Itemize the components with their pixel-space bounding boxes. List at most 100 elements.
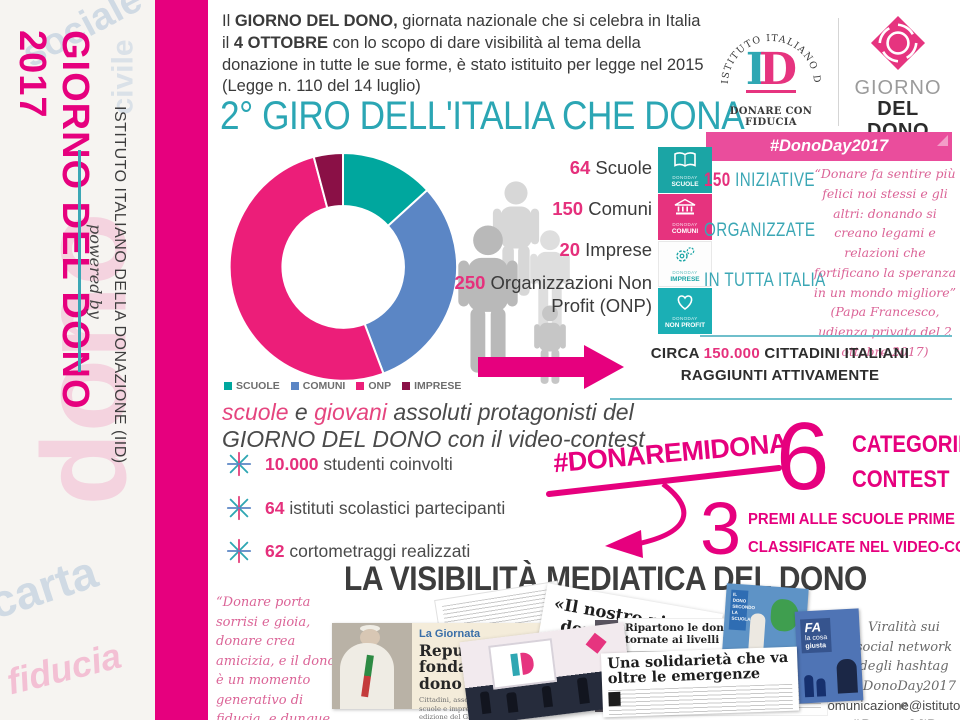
badge-line2: NON PROFIT — [664, 322, 706, 330]
stat-scuole: 64 Scuole — [430, 156, 652, 179]
bullet-label: istituti scolastici partecipanti — [284, 497, 506, 518]
stat-label: Organizzazioni Non Profit (ONP) — [485, 272, 652, 317]
legend-item-scuole: SCUOLE — [224, 380, 280, 392]
legend-label: SCUOLE — [236, 380, 280, 392]
bullet-istituti: 64 istituti scolastici partecipanti — [226, 495, 505, 521]
badge-line2: COMUNI — [671, 228, 699, 236]
clipping-headline: Una solidarietà che va oltre le emergenz… — [607, 648, 789, 688]
badge-line1: DONODAY — [672, 316, 698, 321]
donut-slice-comuni — [363, 188, 458, 375]
stage-backdrop — [488, 638, 558, 690]
iid-letter-d: D — [759, 44, 797, 95]
stage-diamond-logo — [585, 632, 607, 654]
intro-segment: con lo scopo di dare visibilità al tema … — [222, 33, 704, 96]
tv-person — [836, 658, 858, 694]
star-bullet-icon — [226, 495, 252, 521]
stage-person — [541, 685, 554, 708]
intro-paragraph: Il GIORNO DEL DONO, giornata nazionale c… — [222, 11, 710, 98]
reach-line2: RAGGIUNTI ATTIVAMENTE — [680, 366, 880, 384]
bank-icon — [658, 194, 712, 222]
legend-label: COMUNI — [302, 380, 346, 392]
donut-slice-onp — [228, 155, 385, 382]
categories-count: 6 — [776, 403, 830, 510]
book-icon — [658, 147, 712, 175]
papa-francesco-quote: “Donare fa sentire più felici noi stessi… — [812, 164, 958, 362]
bullet-text: 10.000 studenti coinvolti — [265, 454, 453, 475]
star-bullet-icon — [226, 451, 252, 477]
badge-donoday-scuole: DONODAY SCUOLE — [658, 147, 712, 193]
donut-slice-imprese — [312, 151, 344, 210]
donoday-badges: DONODAY SCUOLE DONODAY COMUNI DONODAY IM… — [658, 147, 712, 335]
watermark-strip: dono sociale civile carta fiducia — [0, 0, 155, 720]
reach-number: 150.000 — [703, 345, 760, 362]
tv-caption-line3: giusta — [805, 642, 827, 651]
donoday-ribbon: #DonoDay2017 — [706, 132, 952, 161]
giorno-del-dono-diamond-icon — [870, 15, 926, 71]
star-bullet-icon — [226, 538, 252, 564]
sidebar-divider-line — [78, 150, 81, 372]
prizes-count: 3 — [700, 487, 742, 570]
reach-banner: CIRCA 150.000 CITTADINI ITALIANI RAGGIUN… — [622, 343, 938, 387]
tv-caption: FA la cosa giusta — [800, 617, 832, 654]
stage-logo-shape — [520, 651, 535, 675]
legend-item-imprese: IMPRESE — [402, 380, 461, 392]
iniziative-block: 150 INIZIATIVE ORGANIZZATE IN TUTTA ITAL… — [704, 170, 864, 320]
intro-segment-bold: GIORNO DEL DONO, — [234, 12, 398, 30]
stat-label: Scuole — [590, 157, 652, 178]
right-arrow-head — [584, 345, 624, 389]
badge-donoday-imprese: DONODAY IMPRESE — [658, 241, 712, 287]
prizes-line2: CLASSIFICATE NEL VIDEO-CONTEST — [748, 539, 960, 556]
watermark-word: civile — [106, 39, 140, 115]
badge-donoday-non-profit: DONODAY NON PROFIT — [658, 288, 712, 334]
bullet-value: 64 — [265, 497, 285, 518]
bullet-studenti: 10.000 studenti coinvolti — [226, 451, 453, 477]
tv-still-fa-la-cosa-giusta: FA la cosa giusta — [794, 608, 864, 704]
reach-suffix: CITTADINI ITALIANI — [759, 345, 910, 362]
intro-segment-bold: 4 OTTOBRE — [233, 33, 329, 52]
logo-divider — [838, 18, 839, 126]
clipping-photo — [332, 623, 412, 709]
clipping-solidarieta: Una solidarietà che va oltre le emergenz… — [600, 646, 800, 718]
page-title: 2° GIRO DELL'ITALIA CHE DONA — [220, 94, 745, 138]
quote-attribution: (Papa Francesco, udienza privata del 2 o… — [818, 304, 952, 359]
pink-side-bar — [155, 0, 208, 720]
organization-name: ISTITUTO ITALIANO DELLA DONAZIONE (IID) — [111, 106, 128, 464]
legend-swatch — [290, 382, 299, 390]
legend-item-onp: ONP — [356, 380, 391, 392]
quote-text: “Donare porta sorrisi e gioia, donare cr… — [216, 595, 336, 720]
stat-imprese: 20 Imprese — [430, 238, 652, 261]
legend-label: IMPRESE — [414, 380, 462, 392]
bullet-text: 64 istituti scolastici partecipanti — [265, 498, 505, 519]
categories-line1: CATEGORIE — [852, 431, 960, 458]
teal-divider-2 — [610, 398, 952, 400]
stage-person — [576, 677, 590, 705]
stat-onp: 250 Organizzazioni Non Profit (ONP) — [430, 271, 652, 317]
stat-label: Imprese — [580, 239, 652, 260]
watermark-word: fiducia — [2, 634, 126, 703]
legend-swatch — [224, 382, 232, 390]
donut-chart — [228, 151, 458, 382]
lead-line2: GIORNO DEL DONO con il video-contest — [222, 425, 645, 452]
powered-by-label: powered by — [86, 224, 105, 319]
contest-lead: scuole e giovani assoluti protagonisti d… — [222, 399, 645, 452]
hook-arrow-icon — [546, 465, 782, 558]
stat-value: 150 — [552, 198, 584, 219]
stage-person — [506, 691, 519, 713]
legend-item-comuni: COMUNI — [290, 380, 346, 392]
tv-person — [816, 678, 827, 697]
bullet-text: 62 cortometraggi realizzati — [265, 541, 470, 562]
stage-person — [479, 691, 492, 715]
stat-value: 250 — [454, 272, 486, 293]
tv-caption: IL DONO SECONDO LA SCUOLA — [728, 589, 755, 631]
iid-underline — [746, 90, 796, 93]
right-arrow-icon — [478, 357, 584, 377]
watermark-word: carta — [0, 545, 104, 629]
legend-label: ONP — [368, 380, 392, 392]
iid-tagline: DONARE CON FIDUCIA — [729, 106, 813, 128]
badge-line1: DONODAY — [672, 270, 698, 275]
badge-line1: DONODAY — [672, 175, 698, 180]
bullet-cortometraggi: 62 cortometraggi realizzati — [226, 538, 470, 564]
giorno-del-dono-logo: GIORNO DEL DONO — [844, 10, 952, 142]
social-virality-note: Viralità sui social network degli hashta… — [850, 620, 960, 720]
tv-person — [803, 674, 815, 698]
